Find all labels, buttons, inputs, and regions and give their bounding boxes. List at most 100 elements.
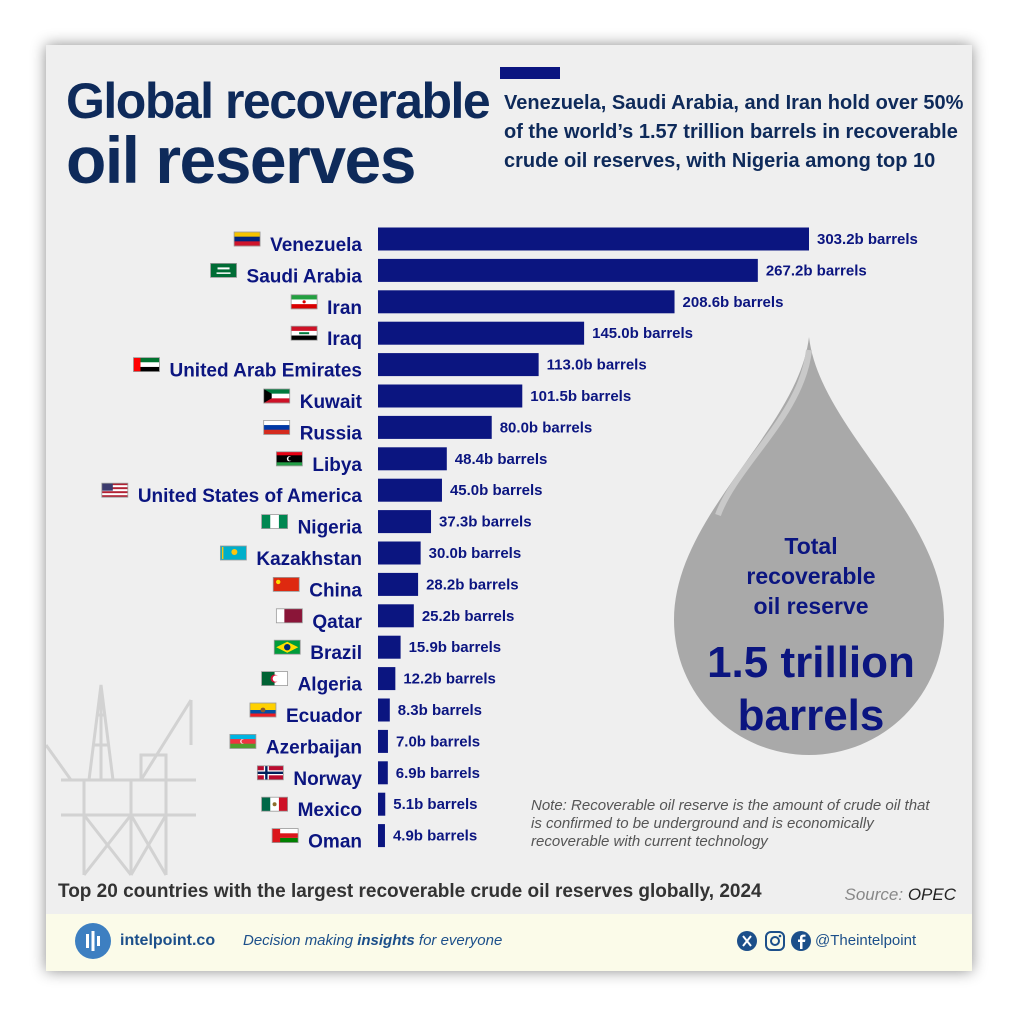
bar [378, 729, 388, 753]
value-label: 7.0b barrels [396, 733, 480, 750]
intelpoint-logo-icon[interactable] [75, 923, 111, 959]
title-line-2: oil reserves [66, 123, 416, 197]
bar [378, 572, 419, 596]
source-name: OPEC [907, 885, 956, 904]
chart-row: Oman 4.9b barrels [271, 824, 477, 853]
azerbaijan-flag-icon [229, 734, 257, 749]
oil-drop-icon [674, 337, 944, 755]
algeria-flag-icon [261, 671, 288, 686]
source-prefix: Source: [844, 885, 908, 904]
bar [378, 258, 758, 282]
title-line-1: Global recoverable [66, 73, 491, 129]
uae-flag-icon [133, 357, 160, 373]
bar [378, 510, 432, 534]
category-label: Kuwait [300, 392, 363, 413]
chart-row: United States of America 45.0b barrels [101, 478, 543, 507]
category-label: Brazil [310, 643, 362, 664]
value-label: 45.0b barrels [450, 482, 543, 499]
chart-row: Mexico 5.1b barrels [261, 792, 477, 821]
chart-row: Venezuela 303.2b barrels [233, 227, 918, 256]
value-label: 267.2b barrels [766, 262, 867, 279]
bar [378, 667, 396, 691]
bar [378, 792, 386, 816]
brand-link[interactable]: intelpoint.co [120, 932, 216, 949]
callout-line-3: oil reserve [753, 593, 868, 619]
chart-row: Brazil 15.9b barrels [273, 635, 501, 664]
bar [378, 290, 675, 314]
callout-value-line-1: 1.5 trillion [707, 638, 915, 687]
chart-row: Norway 6.9b barrels [256, 761, 480, 790]
chart-row: Azerbaijan 7.0b barrels [229, 729, 480, 758]
russia-flag-icon [263, 419, 291, 435]
qatar-flag-icon [275, 608, 303, 624]
source-credit: Source: OPEC [845, 885, 957, 905]
footnote: Note: Recoverable oil reserve is the amo… [531, 797, 930, 850]
page-title: Global recoverable oil reserves [66, 73, 496, 197]
bar [378, 353, 539, 377]
category-label: Venezuela [270, 235, 362, 256]
category-label: China [309, 580, 362, 601]
value-label: 30.0b barrels [429, 545, 522, 562]
drop-highlight [715, 349, 812, 517]
chart-row: Ecuador 8.3b barrels [249, 698, 482, 727]
saudi-arabia-flag-icon [210, 262, 237, 278]
infographic-card: Global recoverable oil reserves Venezuel… [46, 45, 972, 971]
chart-row: Libya 48.4b barrels [275, 447, 547, 476]
venezuela-flag-icon [233, 231, 261, 247]
value-label: 25.2b barrels [422, 608, 515, 625]
callout-line-1: Total [784, 533, 837, 559]
value-label: 101.5b barrels [530, 388, 631, 405]
chart-row: Nigeria 37.3b barrels [261, 510, 532, 539]
usa-flag-icon [101, 482, 129, 498]
category-label: Iran [327, 298, 362, 319]
tagline: Decision making insights for everyone [243, 932, 502, 949]
category-label: Kazakhstan [256, 549, 362, 570]
bar [378, 447, 447, 471]
category-label: United States of America [138, 486, 363, 507]
chart-caption: Top 20 countries with the largest recove… [58, 881, 762, 902]
bar [378, 227, 809, 251]
value-label: 113.0b barrels [547, 357, 647, 374]
oman-flag-icon [271, 828, 299, 843]
mexico-flag-icon [261, 796, 288, 812]
callout-value-line-2: barrels [738, 691, 885, 740]
category-label: Qatar [312, 612, 362, 633]
accent-bar [500, 67, 560, 79]
value-label: 6.9b barrels [396, 765, 480, 782]
bar [378, 761, 388, 785]
category-label: Azerbaijan [266, 737, 362, 758]
value-label: 145.0b barrels [592, 325, 693, 342]
social-handle[interactable]: @Theintelpoint [815, 932, 917, 949]
chart-row: Kuwait 101.5b barrels [263, 384, 631, 413]
value-label: 8.3b barrels [398, 702, 482, 719]
bar [378, 635, 401, 659]
category-label: Iraq [327, 329, 362, 350]
libya-flag-icon [275, 451, 303, 467]
x-icon[interactable] [736, 930, 758, 957]
iran-flag-icon [290, 294, 318, 310]
value-label: 37.3b barrels [439, 514, 532, 531]
bar [378, 415, 492, 439]
iraq-flag-icon [290, 325, 318, 341]
bar-chart: Total recoverable oil reserve 1.5 trilli… [46, 227, 944, 876]
value-label: 4.9b barrels [393, 828, 477, 845]
bar [378, 698, 390, 722]
facebook-icon[interactable] [790, 930, 812, 957]
instagram-icon[interactable] [764, 930, 786, 957]
value-label: 303.2b barrels [817, 231, 918, 248]
oil-rig-icon [46, 684, 196, 876]
chart-row: Russia 80.0b barrels [263, 415, 592, 444]
value-label: 208.6b barrels [683, 294, 784, 311]
bar [378, 824, 385, 848]
norway-flag-icon [256, 765, 284, 781]
category-label: United Arab Emirates [169, 361, 362, 382]
bar [378, 384, 523, 408]
category-label: Norway [293, 769, 362, 790]
kuwait-flag-icon [263, 388, 291, 404]
category-label: Ecuador [286, 706, 363, 727]
category-label: Russia [300, 423, 363, 444]
chart-row: Qatar 25.2b barrels [275, 604, 515, 633]
category-label: Saudi Arabia [247, 266, 363, 287]
chart-row: Iran 208.6b barrels [290, 290, 784, 319]
subtitle: Venezuela, Saudi Arabia, and Iran hold o… [504, 92, 964, 172]
